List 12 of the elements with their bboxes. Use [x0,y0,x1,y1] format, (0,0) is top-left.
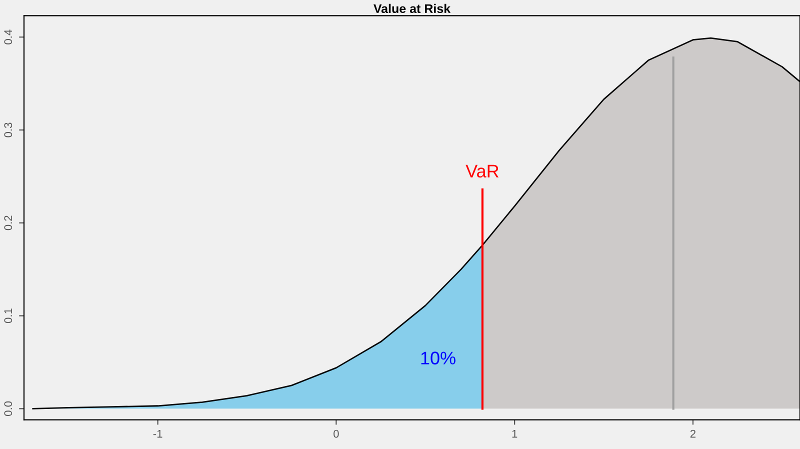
y-tick-label: 0.0 [4,401,12,416]
annotation: VaR [466,164,499,178]
chart-title: Value at Risk [374,4,451,14]
annotation: 10% [421,352,456,364]
y-tick-label: 0.2 [4,216,12,230]
x-tick-label: 0 [334,430,339,438]
y-tick-label: 0.1 [4,308,12,324]
y-tick-label: 0.3 [4,122,12,138]
y-tick-label: 0.4 [4,30,12,44]
x-tick-label: 2 [690,430,696,438]
x-tick-label: -1 [153,430,162,438]
x-tick-label: 1 [512,430,518,438]
